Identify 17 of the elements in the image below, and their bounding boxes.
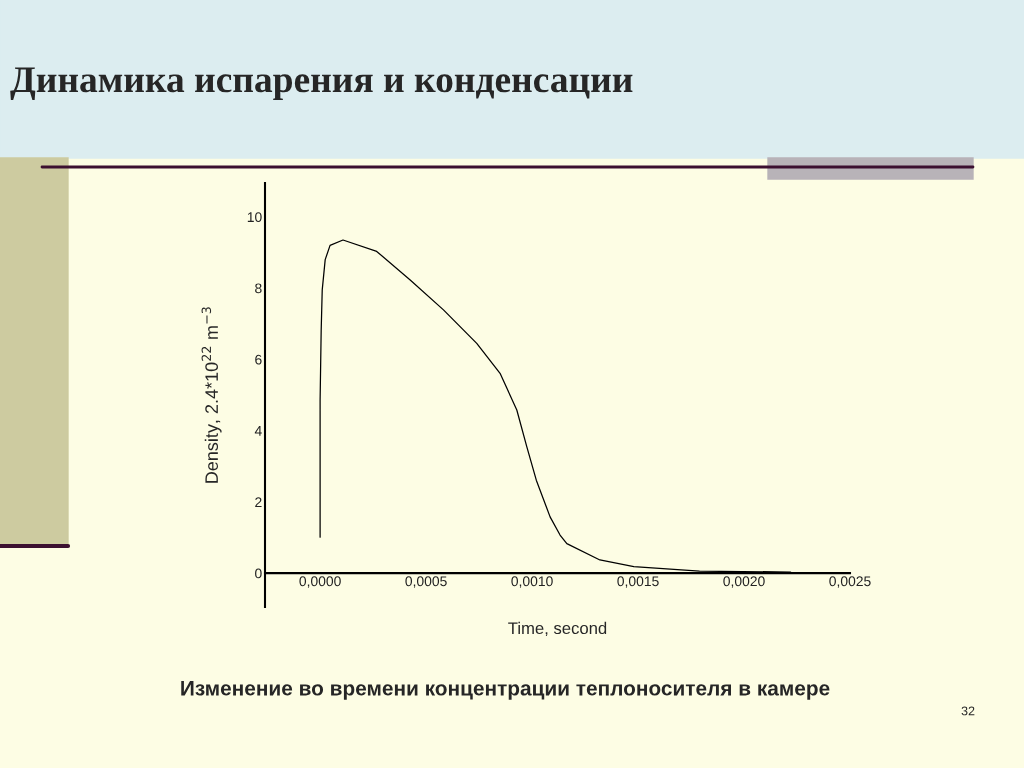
x-tick-label: 0,0005 [405, 576, 447, 588]
x-tick-label: 0,0020 [723, 576, 765, 588]
chart-title: Динамика испарения и конденсации [10, 67, 633, 100]
text: 32 [961, 706, 975, 716]
y-axis-title: Density, 2.4*10$^{22}$ m$^{−3}$ [201, 307, 222, 483]
y-tick-label: 6 [255, 354, 262, 365]
x-tick-label: 0,0015 [617, 576, 659, 588]
text: Изменение во времени концентрации теплоносителя в камере [181, 681, 830, 700]
x-tick-label: 0,0010 [511, 576, 553, 588]
x-tick-label: 0,0000 [299, 576, 341, 588]
y-tick-label: 10 [247, 212, 262, 223]
y-tick-label: 0 [255, 568, 262, 579]
y-tick-label: 4 [254, 426, 262, 436]
y-tick-label: 2 [255, 497, 262, 507]
y-tick-label: 8 [255, 283, 262, 294]
x-axis-title: Time, second [508, 621, 607, 637]
x-tick-label: 0,0025 [829, 576, 871, 588]
